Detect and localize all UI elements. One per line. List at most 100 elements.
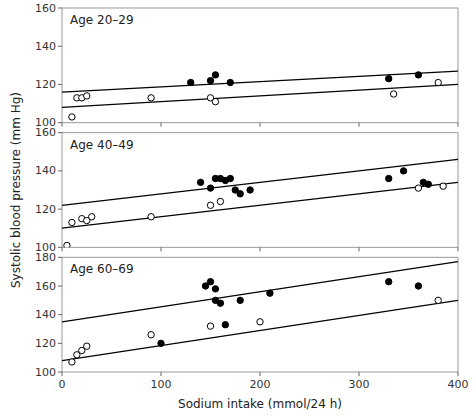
- scatter-point: [207, 185, 213, 191]
- scatter-point: [84, 343, 90, 349]
- scatter-point: [212, 98, 218, 104]
- y-axis-label: Systolic blood pressure (mm Hg): [9, 92, 23, 288]
- x-tick: [62, 372, 63, 376]
- panel: 1001201401601800100200300400Age 60–69: [35, 251, 469, 391]
- y-tick-label: 160: [35, 280, 56, 293]
- y-tick-label: 120: [35, 78, 56, 91]
- marks: [62, 262, 458, 366]
- scatter-point: [237, 297, 243, 303]
- x-tick-label: 200: [250, 378, 271, 391]
- scatter-point: [386, 279, 392, 285]
- marks: [62, 71, 458, 120]
- regression-line: [62, 300, 458, 360]
- scatter-point: [267, 290, 273, 296]
- y-tick-label: 180: [35, 251, 56, 264]
- y-tick-label: 160: [35, 2, 56, 15]
- panel: 100120140160Age 40–49: [35, 126, 458, 254]
- scatter-point: [435, 297, 441, 303]
- x-tick-label: 100: [151, 378, 172, 391]
- scatter-point: [207, 279, 213, 285]
- y-tick: [58, 46, 62, 47]
- y-tick: [58, 343, 62, 344]
- scatter-point: [435, 79, 441, 85]
- scatter-point: [415, 72, 421, 78]
- plot-frame: [62, 257, 458, 372]
- scatter-point: [425, 181, 431, 187]
- y-tick: [58, 170, 62, 171]
- scatter-point: [217, 300, 223, 306]
- scatter-point: [148, 332, 154, 338]
- scatter-point: [188, 79, 194, 85]
- chart: 100 120 140 160 Age 20–29 100 120 140 160 Age 40–…: [0, 0, 474, 420]
- scatter-point: [197, 179, 203, 185]
- y-tick-label: 120: [35, 337, 56, 350]
- scatter-point: [69, 219, 75, 225]
- scatter-point: [257, 319, 263, 325]
- panel-title: Age 20–29: [70, 13, 134, 27]
- y-tick: [58, 286, 62, 287]
- scatter-point: [158, 340, 164, 346]
- scatter-point: [227, 79, 233, 85]
- x-tick: [260, 123, 261, 127]
- regression-line: [62, 71, 458, 92]
- scatter-point: [64, 242, 70, 247]
- x-tick: [458, 372, 459, 376]
- x-tick: [359, 247, 360, 251]
- y-tick-label: 140: [35, 308, 56, 321]
- scatter-point: [84, 93, 90, 99]
- x-tick: [260, 247, 261, 251]
- scatter-point: [148, 95, 154, 101]
- scatter-point: [237, 191, 243, 197]
- marks: [62, 159, 458, 247]
- scatter-point: [222, 322, 228, 328]
- x-tick: [161, 247, 162, 251]
- y-tick: [58, 247, 62, 248]
- scatter-point: [390, 91, 396, 97]
- scatter-point: [440, 183, 446, 189]
- y-tick: [58, 132, 62, 133]
- scatter-point: [415, 185, 421, 191]
- x-tick: [62, 123, 63, 127]
- scatter-point: [212, 72, 218, 78]
- scatter-point: [386, 76, 392, 82]
- x-tick-label: 400: [448, 378, 469, 391]
- x-tick: [458, 247, 459, 251]
- y-tick: [58, 257, 62, 258]
- x-tick: [359, 123, 360, 127]
- y-tick: [58, 122, 62, 123]
- panel-title: Age 40–49: [70, 138, 134, 152]
- scatter-point: [217, 198, 223, 204]
- x-axis-label: Sodium intake (mmol/24 h): [178, 397, 342, 411]
- scatter-point: [400, 168, 406, 174]
- scatter-point: [212, 286, 218, 292]
- scatter-point: [386, 175, 392, 181]
- y-tick-label: 160: [35, 126, 56, 139]
- y-tick: [58, 372, 62, 373]
- scatter-point: [69, 359, 75, 365]
- scatter-point: [89, 214, 95, 220]
- scatter-point: [227, 175, 233, 181]
- y-tick-label: 140: [35, 40, 56, 53]
- x-tick-label: 0: [59, 378, 66, 391]
- regression-line: [62, 262, 458, 322]
- scatter-point: [415, 283, 421, 289]
- scatter-point: [207, 202, 213, 208]
- x-tick-label: 300: [349, 378, 370, 391]
- x-tick: [359, 372, 360, 376]
- scatter-point: [207, 77, 213, 83]
- scatter-point: [69, 114, 75, 120]
- regression-line: [62, 159, 458, 205]
- x-tick: [62, 247, 63, 251]
- y-tick: [58, 314, 62, 315]
- panel-title: Age 60–69: [70, 262, 134, 276]
- plot-frame: [62, 8, 458, 123]
- x-tick: [161, 372, 162, 376]
- y-tick-label: 100: [35, 366, 56, 379]
- panel: 100120140160Age 20–29: [35, 2, 458, 130]
- y-tick: [58, 8, 62, 9]
- plot-frame: [62, 133, 458, 248]
- regression-line: [62, 84, 458, 107]
- y-tick: [58, 209, 62, 210]
- scatter-point: [207, 323, 213, 329]
- x-tick: [458, 123, 459, 127]
